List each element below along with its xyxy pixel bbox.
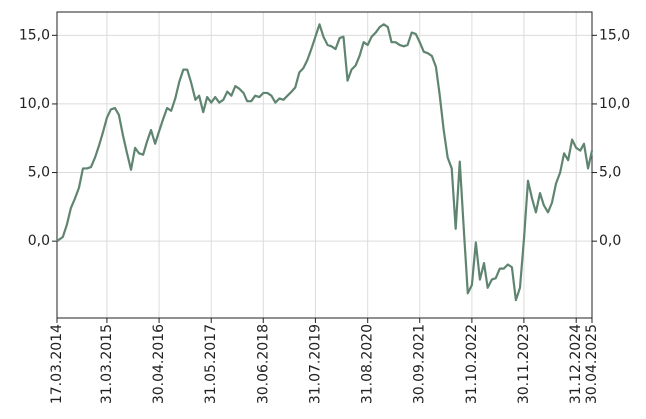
x-tick-label: 31.03.2015 [99, 324, 115, 404]
y2-tick-label: 15,0 [599, 27, 630, 43]
y-tick-label: 10,0 [19, 96, 50, 112]
plot-frame [56, 11, 593, 319]
y2-tick-label: 0,0 [599, 233, 621, 249]
x-tick-label: 31.08.2020 [360, 324, 376, 404]
y2-tick-label: 5,0 [599, 165, 621, 181]
data-line [56, 23, 594, 302]
x-tick-label: 31.12.2024 [568, 324, 584, 404]
x-tick-label: 30.11.2023 [516, 324, 532, 404]
x-tick-label: 30.09.2021 [412, 324, 428, 404]
y-tick-label: 15,0 [19, 27, 50, 43]
y2-tick-label: 10,0 [599, 96, 630, 112]
x-tick-label: 31.05.2017 [203, 324, 219, 404]
x-tick-label: 31.07.2019 [307, 324, 323, 404]
x-tick-label: 17.03.2014 [49, 324, 65, 404]
x-tick-label: 30.04.2016 [151, 324, 167, 404]
y-tick-label: 0,0 [28, 233, 50, 249]
x-tick-label: 30.06.2018 [255, 324, 271, 404]
x-tick-label: 30.04.2025 [584, 324, 600, 404]
x-tick-label: 31.10.2022 [464, 324, 480, 404]
y-tick-label: 5,0 [28, 165, 50, 181]
